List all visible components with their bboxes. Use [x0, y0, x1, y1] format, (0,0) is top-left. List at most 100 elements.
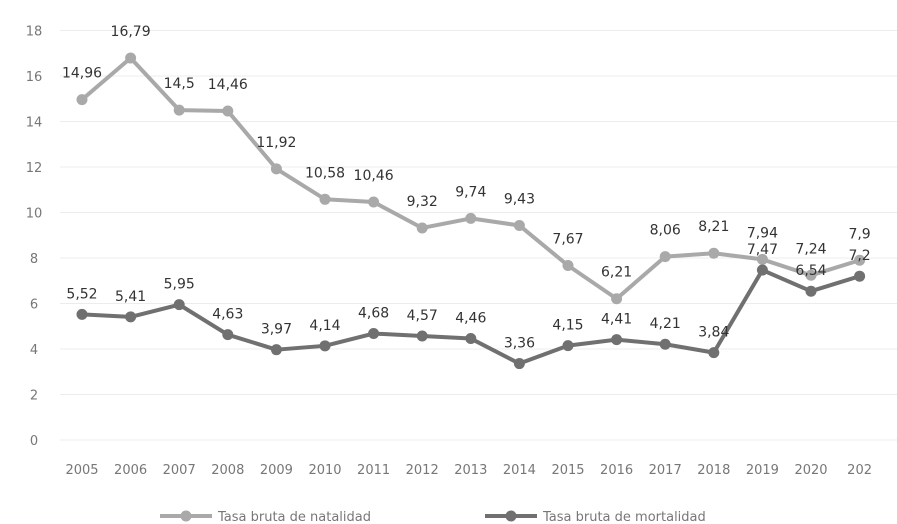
- x-tick-label: 2020: [794, 463, 827, 478]
- data-label: 7,94: [747, 225, 778, 241]
- x-tick-label: 2007: [163, 463, 196, 478]
- x-tick-label: 2011: [357, 463, 390, 478]
- series-point-0: [659, 251, 671, 263]
- series-point-1: [125, 311, 137, 323]
- legend-label: Tasa bruta de mortalidad: [542, 510, 706, 524]
- series-point-1: [854, 270, 866, 282]
- series-point-1: [805, 285, 817, 297]
- series-point-1: [173, 299, 185, 311]
- series-point-0: [756, 253, 768, 265]
- data-label: 4,46: [455, 311, 486, 327]
- series-point-1: [611, 334, 623, 346]
- data-label: 7,2: [848, 248, 870, 264]
- y-tick-label: 14: [26, 116, 43, 131]
- series-point-0: [562, 260, 574, 272]
- data-label: 14,46: [208, 77, 248, 93]
- data-label: 14,5: [164, 76, 195, 92]
- y-axis-ticks: 0 2 4 6 8 10 12 14 16 18: [26, 25, 43, 450]
- data-label: 8,21: [698, 219, 729, 235]
- legend-swatch-marker: [180, 510, 192, 522]
- x-tick-label: 2013: [454, 463, 487, 478]
- series-point-1: [756, 264, 768, 276]
- data-label: 5,41: [115, 289, 146, 305]
- x-tick-label: 202: [847, 463, 872, 478]
- x-tick-label: 2014: [503, 463, 536, 478]
- y-tick-label: 16: [26, 70, 43, 85]
- data-label: 10,46: [354, 168, 394, 184]
- series-lines: [76, 52, 866, 370]
- x-tick-label: 2017: [649, 463, 682, 478]
- series-point-1: [513, 358, 525, 370]
- x-tick-label: 2015: [551, 463, 584, 478]
- data-label: 9,43: [504, 191, 535, 207]
- series-point-1: [319, 340, 331, 352]
- y-tick-label: 12: [26, 161, 43, 176]
- data-label: 8,06: [650, 223, 681, 239]
- series-point-1: [708, 347, 720, 359]
- y-tick-label: 0: [30, 434, 38, 449]
- data-label: 4,14: [309, 318, 340, 334]
- series-point-0: [611, 293, 623, 305]
- data-label: 4,21: [650, 316, 681, 332]
- data-label: 6,54: [795, 263, 826, 279]
- series-point-1: [270, 344, 282, 356]
- y-tick-label: 18: [26, 25, 43, 40]
- data-label: 6,21: [601, 265, 632, 281]
- series-point-0: [76, 94, 88, 106]
- data-label: 4,57: [407, 308, 438, 324]
- y-tick-label: 2: [30, 389, 38, 404]
- series-point-0: [416, 222, 428, 234]
- data-label: 4,68: [358, 306, 389, 322]
- data-label: 11,92: [256, 135, 296, 151]
- x-axis-ticks: 2005 2006 2007 2008 2009 2010 2011 2012 2013 2014…: [65, 463, 872, 478]
- data-label: 4,15: [552, 318, 583, 334]
- series-point-1: [222, 329, 234, 341]
- data-label: 10,58: [305, 165, 345, 181]
- series-point-0: [173, 104, 185, 116]
- y-tick-label: 8: [30, 252, 38, 267]
- data-label: 7,9: [848, 226, 870, 242]
- x-tick-label: 2010: [308, 463, 341, 478]
- series-point-0: [222, 105, 234, 117]
- data-label: 7,24: [795, 241, 826, 257]
- series-point-0: [708, 247, 720, 259]
- x-tick-label: 2009: [260, 463, 293, 478]
- series-point-0: [805, 269, 817, 281]
- series-point-0: [854, 254, 866, 266]
- series-line-0: [80, 56, 862, 301]
- data-label: 7,47: [747, 242, 778, 258]
- x-tick-label: 2005: [65, 463, 98, 478]
- data-label: 3,97: [261, 322, 292, 338]
- x-tick-label: 2006: [114, 463, 147, 478]
- x-tick-label: 2012: [406, 463, 439, 478]
- y-tick-label: 6: [30, 298, 38, 313]
- series-point-1: [416, 330, 428, 342]
- series-point-1: [659, 338, 671, 350]
- series-point-0: [368, 196, 380, 208]
- series-point-0: [270, 163, 282, 175]
- x-tick-label: 2008: [211, 463, 244, 478]
- legend-swatch-marker: [505, 510, 517, 522]
- gridlines: [60, 30, 897, 441]
- data-label: 3,36: [504, 336, 535, 352]
- series-point-1: [465, 333, 477, 345]
- data-label: 14,96: [62, 66, 102, 82]
- x-tick-label: 2018: [697, 463, 730, 478]
- data-label: 4,63: [212, 307, 243, 323]
- series-point-0: [513, 219, 525, 231]
- y-tick-label: 4: [30, 343, 38, 358]
- series-point-1: [562, 340, 574, 352]
- x-tick-label: 2019: [746, 463, 779, 478]
- data-label: 9,32: [407, 194, 438, 210]
- x-tick-label: 2016: [600, 463, 633, 478]
- data-label: 5,52: [66, 286, 97, 302]
- series-point-0: [465, 212, 477, 224]
- series-point-1: [76, 308, 88, 320]
- legend-label: Tasa bruta de natalidad: [217, 510, 371, 524]
- series-point-0: [125, 52, 137, 64]
- series-point-1: [368, 328, 380, 340]
- data-label: 16,79: [111, 24, 151, 40]
- data-label: 9,74: [455, 184, 486, 200]
